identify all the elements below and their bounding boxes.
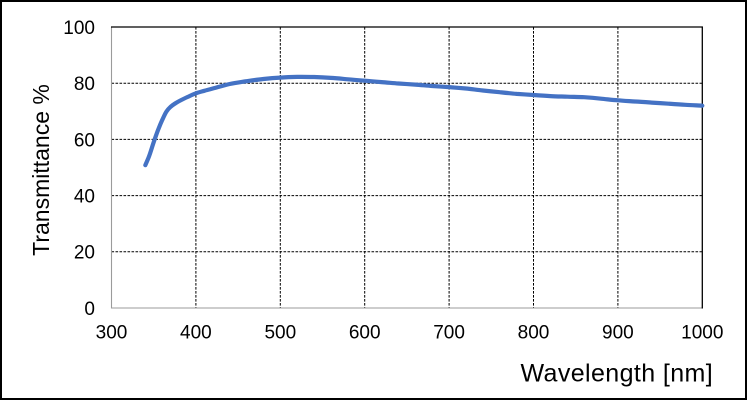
svg-text:500: 500 bbox=[264, 322, 296, 343]
svg-text:100: 100 bbox=[63, 18, 95, 39]
svg-text:Wavelength [nm]: Wavelength [nm] bbox=[520, 360, 713, 388]
svg-text:400: 400 bbox=[180, 322, 212, 343]
svg-text:60: 60 bbox=[74, 130, 95, 151]
svg-text:900: 900 bbox=[602, 322, 634, 343]
svg-text:600: 600 bbox=[349, 322, 381, 343]
svg-text:1000: 1000 bbox=[681, 322, 723, 343]
svg-text:0: 0 bbox=[84, 299, 95, 320]
svg-text:20: 20 bbox=[74, 243, 95, 264]
svg-text:800: 800 bbox=[518, 322, 550, 343]
svg-text:300: 300 bbox=[96, 322, 128, 343]
svg-text:700: 700 bbox=[433, 322, 465, 343]
svg-text:40: 40 bbox=[74, 187, 95, 208]
svg-text:Transmittance %: Transmittance % bbox=[28, 84, 54, 256]
svg-text:80: 80 bbox=[74, 74, 95, 95]
